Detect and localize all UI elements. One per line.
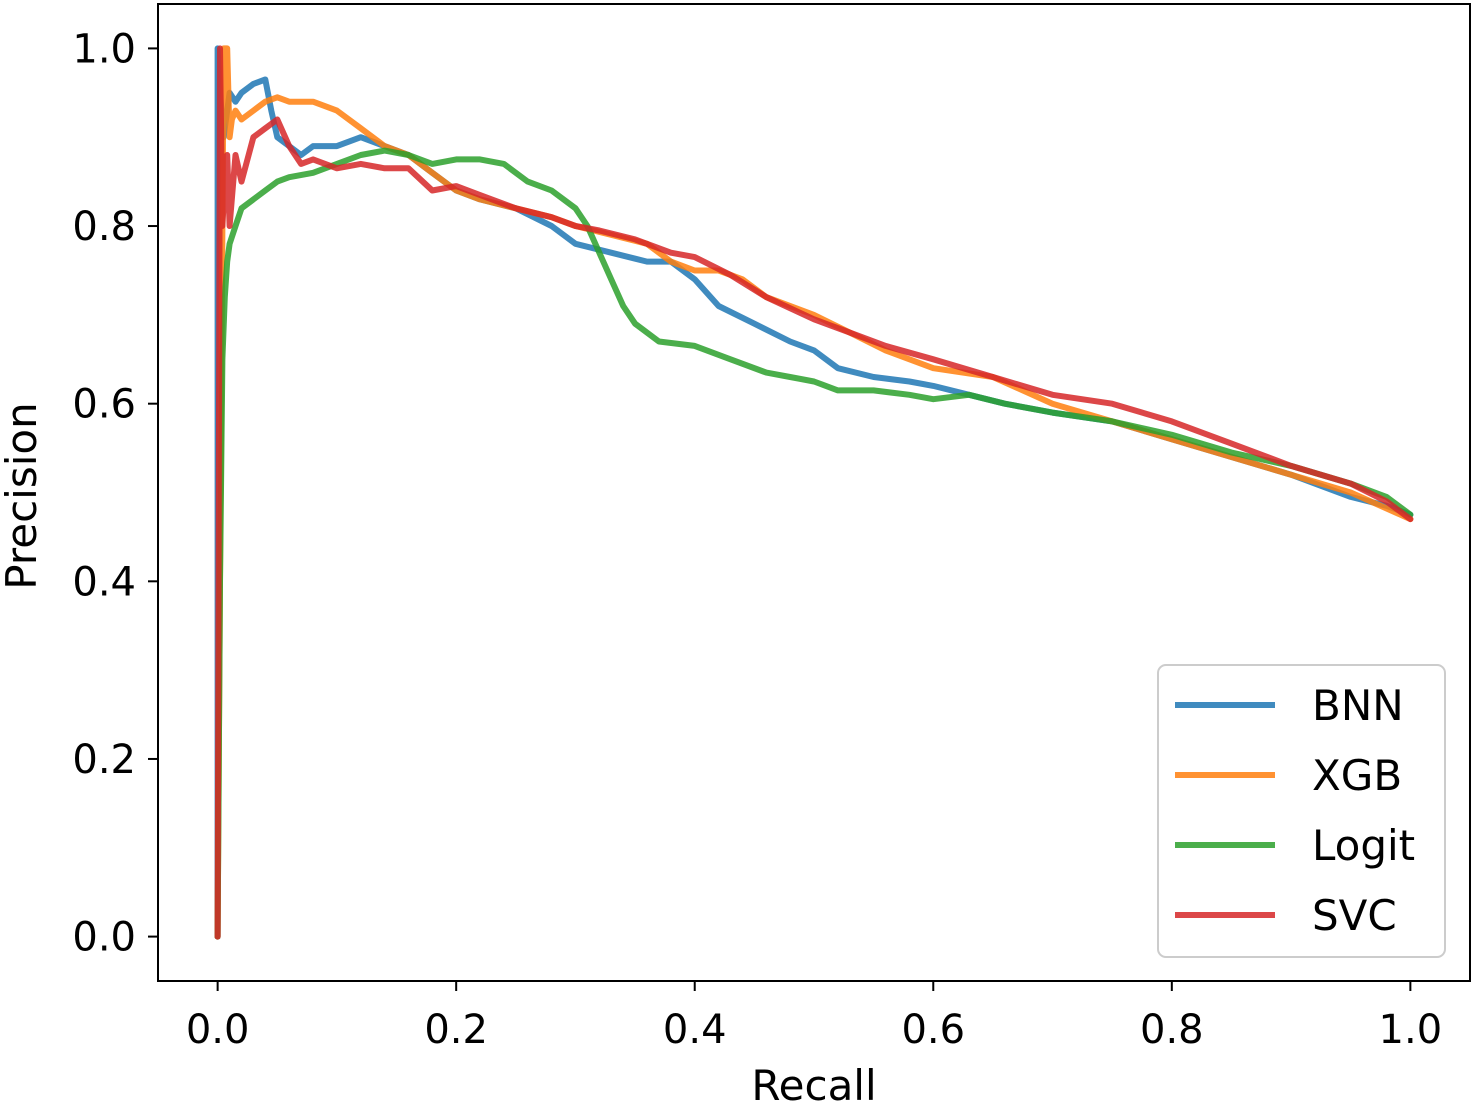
plot-frame [157,3,1471,982]
legend-label-bnn: BNN [1312,681,1404,730]
legend-box [1157,664,1446,958]
y-tick-label: 1.0 [72,26,136,72]
x-tick-label: 0.6 [901,1007,965,1053]
y-tick-label: 0.6 [72,382,136,428]
legend-label-xgb: XGB [1312,751,1402,800]
y-tick-label: 0.8 [72,204,136,250]
x-tick-label: 0.0 [186,1007,250,1053]
x-tick-label: 0.4 [663,1007,727,1053]
y-axis: 0.0 0.2 0.4 0.6 0.8 1.0 [72,26,158,961]
legend-label-svc: SVC [1312,891,1397,940]
y-tick-label: 0.4 [72,559,136,605]
y-tick-label: 0.2 [72,737,136,783]
x-axis: 0.0 0.2 0.4 0.6 0.8 1.0 [186,981,1442,1053]
y-axis-label: Precision [0,402,46,589]
x-tick-label: 0.8 [1140,1007,1204,1053]
series-layer [214,45,1414,940]
legend: BNN XGB Logit SVC [1157,664,1446,958]
x-tick-label: 0.2 [424,1007,488,1053]
y-tick-label: 0.0 [72,915,136,961]
series-line-svc [214,45,1414,940]
x-tick-label: 1.0 [1379,1007,1443,1053]
legend-label-logit: Logit [1312,821,1415,870]
x-axis-label: Recall [751,1061,876,1106]
